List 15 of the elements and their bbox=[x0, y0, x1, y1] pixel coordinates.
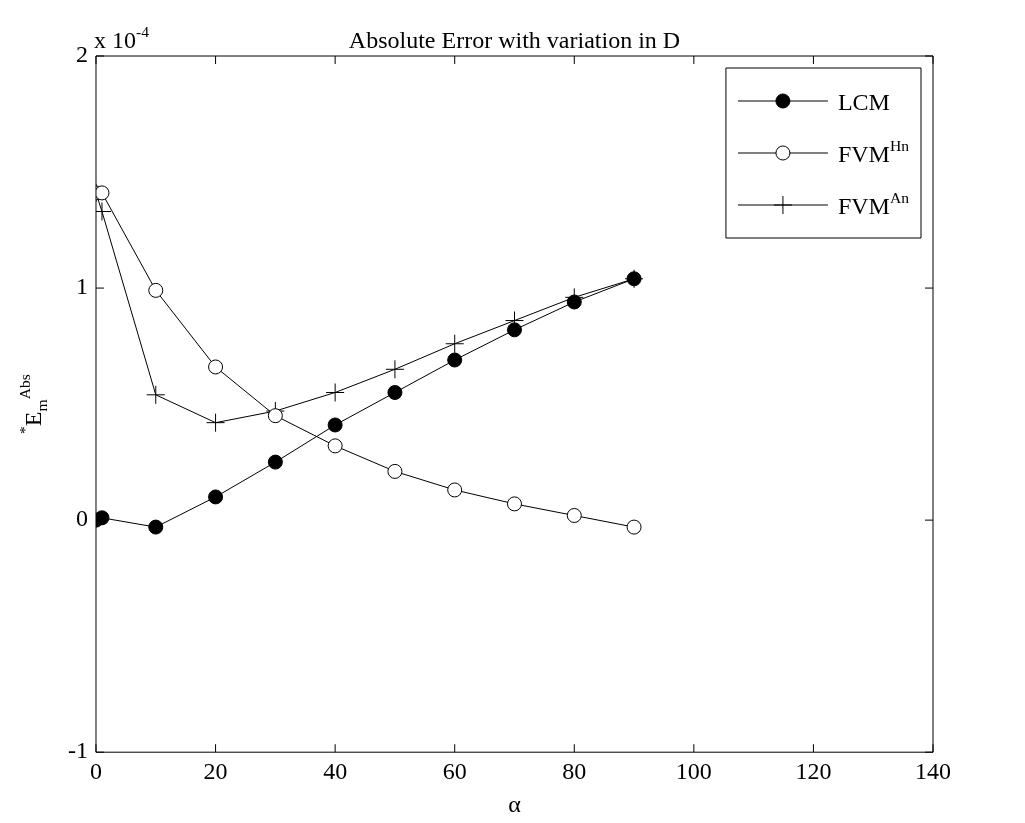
x-tick-label: 60 bbox=[442, 757, 467, 784]
y-tick-label: -1 bbox=[67, 737, 88, 764]
y-tick-label: 0 bbox=[75, 505, 88, 532]
x-tick-label: 120 bbox=[795, 757, 832, 784]
y-tick-label: 2 bbox=[75, 41, 88, 68]
legend-label: LCM bbox=[837, 89, 890, 115]
chart-title: Absolute Error with variation in D bbox=[348, 27, 681, 53]
y-axis-title: *EmAbs bbox=[16, 374, 50, 434]
x-axis-title: α bbox=[508, 791, 522, 818]
x-tick-label: 20 bbox=[203, 757, 228, 784]
x-tick-label: 80 bbox=[562, 757, 587, 784]
x-tick-label: 140 bbox=[915, 757, 951, 784]
x-tick-label: 40 bbox=[323, 757, 348, 784]
x-tick-label: 100 bbox=[675, 757, 712, 784]
y-tick-label: 1 bbox=[75, 273, 88, 300]
